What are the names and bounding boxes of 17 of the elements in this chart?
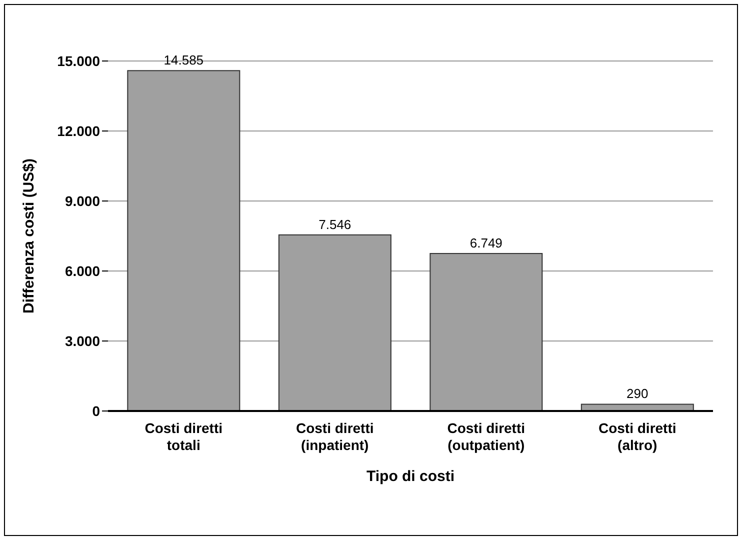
x-tick-label: Costi diretti (inpatient): [296, 420, 374, 453]
y-axis-title: Differenza costi (US$): [20, 158, 38, 314]
data-label: 7.546: [318, 216, 352, 232]
y-tick-label: 6.000: [64, 262, 100, 279]
data-label: 14.585: [164, 52, 204, 68]
y-tick-label: 12.000: [57, 122, 100, 139]
y-tick-label: 15.000: [57, 52, 100, 69]
x-axis-title: Tipo di costi: [366, 468, 455, 485]
x-tick-label: Costi diretti (outpatient): [447, 420, 526, 453]
data-label: 6.749: [470, 236, 502, 251]
x-tick-label: Costi diretti totali: [144, 420, 223, 453]
x-tick-label: Costi diretti (altro): [598, 420, 676, 453]
bar: [580, 404, 694, 411]
y-tick-label: 0: [92, 402, 100, 419]
data-label: 290: [626, 386, 648, 402]
y-tick-label: 9.000: [64, 192, 100, 209]
y-tick-label: 3.000: [64, 332, 100, 349]
